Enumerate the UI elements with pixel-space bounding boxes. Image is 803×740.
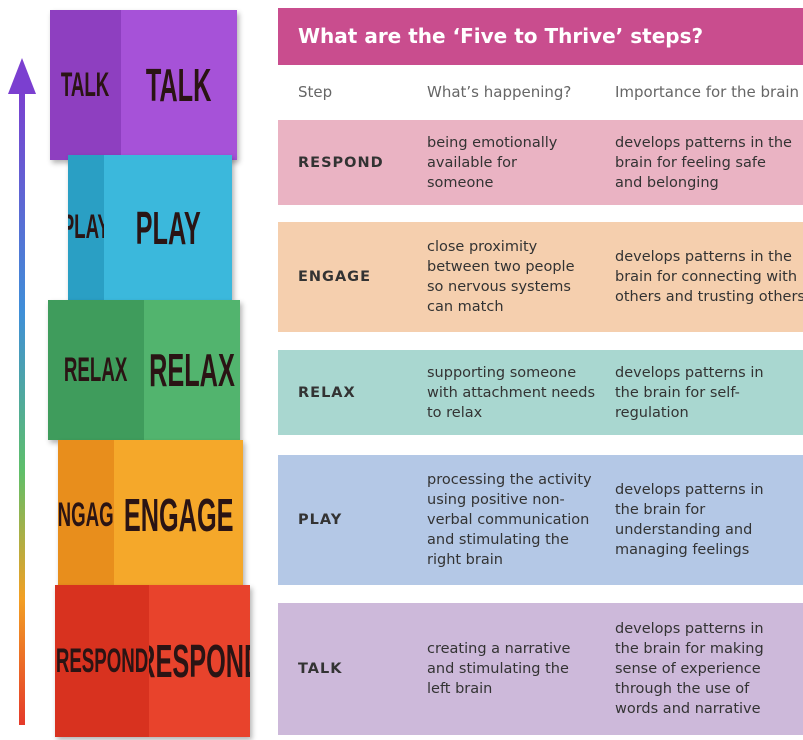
importance-cell: develops patterns in the brain for conne… <box>615 249 803 305</box>
step-cell: TALK <box>298 661 343 677</box>
steps-table: What are the ‘Five to Thrive’ steps? Ste… <box>278 8 803 740</box>
table-row: RELAX supporting someone with attachment… <box>278 350 803 435</box>
block: RESPOND RESPOND <box>55 585 250 737</box>
importance-cell: develops patterns in the brain for self-… <box>615 364 764 421</box>
table-title: What are the ‘Five to Thrive’ steps? <box>278 8 803 65</box>
block-side: TALK <box>50 10 122 160</box>
block-side: PLAY <box>68 155 105 300</box>
block-front: PLAY <box>104 155 232 300</box>
importance-cell: develops patterns in the brain for feeli… <box>615 134 792 191</box>
block-front: RESPOND <box>148 585 250 737</box>
table-row: RESPOND being emotionally available for … <box>278 120 803 205</box>
block-side: ENGAGE <box>58 440 114 590</box>
table-row: ENGAGE close proximity between two peopl… <box>278 222 803 332</box>
block-label: TALK <box>61 65 110 104</box>
block-side: RELAX <box>48 300 144 440</box>
block-front: RELAX <box>144 300 240 440</box>
happening-cell: being emotionally available for someone <box>427 134 558 191</box>
happening-cell: supporting someone with attachment needs… <box>427 364 595 421</box>
block-front: TALK <box>121 10 237 160</box>
table-row: TALK creating a narrative and stimulatin… <box>278 603 803 735</box>
block-label: RELAX <box>64 350 128 389</box>
block-side: RESPOND <box>55 585 149 737</box>
block-label: ENGAGE <box>58 495 114 534</box>
block: TALK TALK <box>50 10 237 160</box>
step-cell: RESPOND <box>298 154 384 171</box>
column-header: What’s happening? <box>427 82 572 101</box>
happening-cell: creating a narrative and stimulating the… <box>427 641 571 697</box>
column-header: Importance for the brain <box>615 82 800 101</box>
block-label: TALK <box>146 59 212 111</box>
block: PLAY PLAY <box>68 155 232 300</box>
header-row: Step What’s happening? Importance for th… <box>278 65 803 118</box>
step-cell: RELAX <box>298 384 356 401</box>
block-label: RESPOND <box>55 641 149 680</box>
block-label: PLAY <box>135 201 201 254</box>
importance-cell: develops patterns in the brain for under… <box>615 482 764 558</box>
step-cell: PLAY <box>298 512 343 528</box>
block-front: ENGAGE <box>113 440 243 590</box>
column-header: Step <box>298 82 333 101</box>
block-label: RELAX <box>149 344 235 396</box>
happening-cell: processing the activity using positive n… <box>427 472 592 568</box>
block: RELAX RELAX <box>48 300 240 440</box>
block-label: ENGAGE <box>123 489 234 541</box>
arrow-head <box>8 58 36 94</box>
table-row: PLAY processing the activity using posit… <box>278 455 803 585</box>
step-cell: ENGAGE <box>298 269 371 285</box>
block-label: PLAY <box>68 208 104 246</box>
block-label: RESPOND <box>149 635 250 687</box>
importance-cell: develops patterns in the brain for makin… <box>615 621 764 717</box>
block: ENGAGE ENGAGE <box>58 440 243 590</box>
arrow <box>19 90 25 725</box>
happening-cell: close proximity between two people so ne… <box>427 239 575 315</box>
